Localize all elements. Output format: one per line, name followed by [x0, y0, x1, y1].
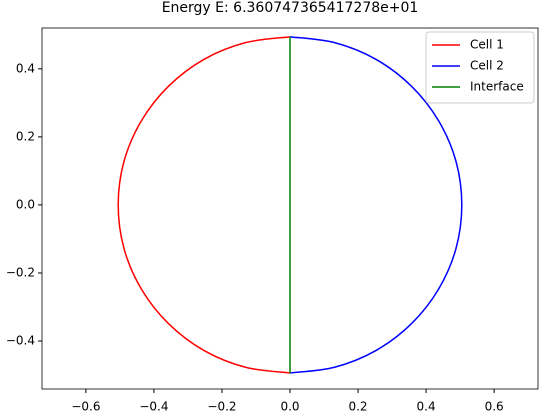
legend-label: Cell 2 [470, 59, 504, 73]
series-line [117, 36, 291, 374]
y-tick-label: 0.4 [16, 61, 35, 75]
legend-label: Cell 1 [470, 38, 504, 52]
x-tick-label: 0.4 [417, 400, 436, 411]
x-tick-label: 0.2 [348, 400, 367, 411]
y-tick-label: −0.2 [6, 265, 35, 279]
y-tick-label: 0.2 [16, 129, 35, 143]
series-line [289, 36, 463, 374]
x-tick-label: −0.2 [207, 400, 236, 411]
chart-title: Energy E: 6.360747365417278e+01 [162, 0, 419, 16]
x-tick-label: −0.4 [139, 400, 168, 411]
legend-label: Interface [470, 80, 524, 94]
y-tick-label: −0.4 [6, 334, 35, 348]
x-tick-label: 0.0 [280, 400, 299, 411]
y-tick-label: 0.0 [16, 197, 35, 211]
legend-box [425, 31, 535, 104]
x-tick-label: 0.6 [485, 400, 504, 411]
x-tick-label: −0.6 [71, 400, 100, 411]
plot-frame [41, 27, 539, 390]
